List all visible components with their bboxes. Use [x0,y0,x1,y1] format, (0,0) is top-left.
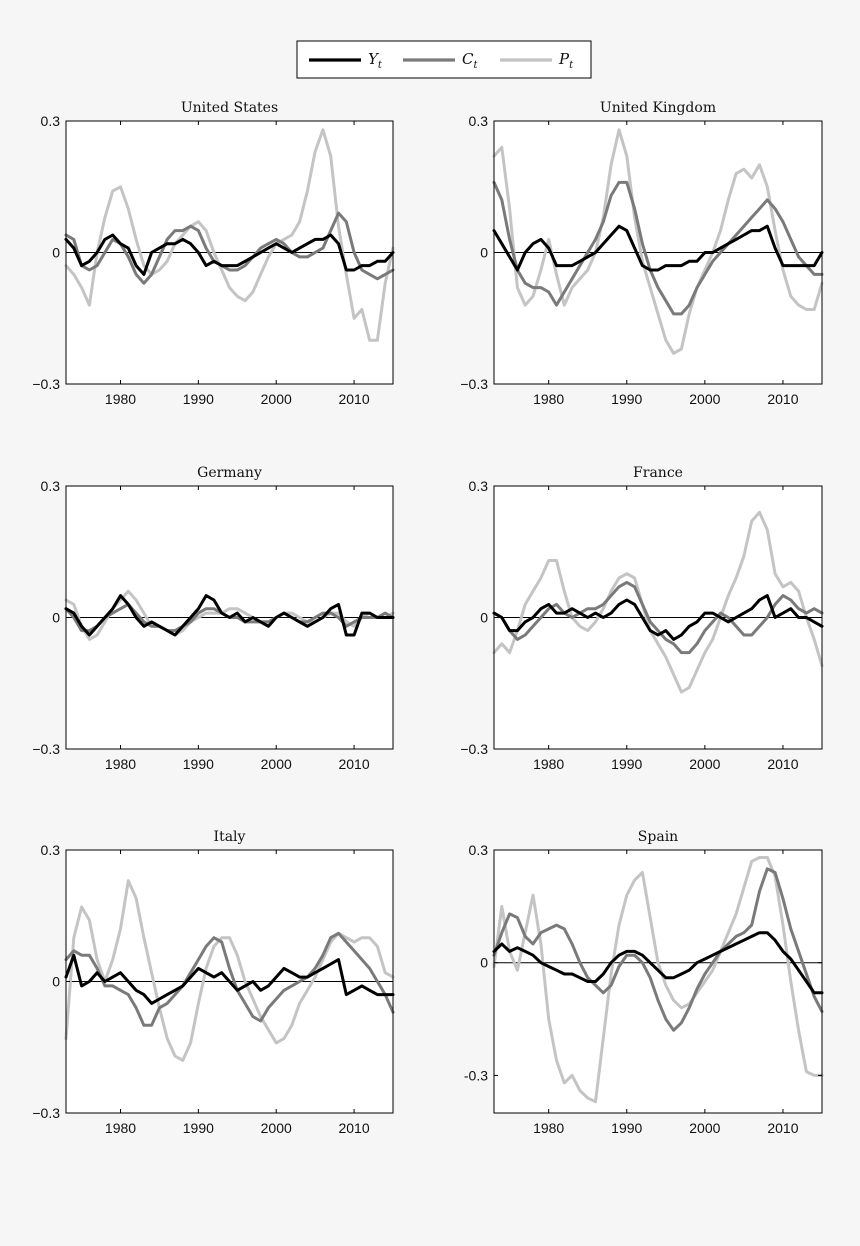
x-tick-label: 2010 [338,756,369,772]
series-y-line [492,931,824,995]
x-tick-label: 2000 [689,391,720,407]
x-tick-label: 2000 [261,1120,292,1136]
y-tick-label: −0.3 [32,741,60,757]
x-tick-label: 1980 [105,1120,136,1136]
x-tick-label: 2000 [261,756,292,772]
y-tick-label: 0.3 [469,113,489,129]
plot-frame [493,849,823,1114]
panel-title: Germany [197,465,262,481]
y-tick-label: −0.3 [460,376,488,392]
series-c-line [492,180,824,316]
series-c-line [64,931,395,1027]
y-tick-label: -0.3 [464,1067,488,1083]
x-tick-label: 2010 [767,391,798,407]
x-tick-label: 1990 [611,1120,642,1136]
panel-title: United States [181,100,278,116]
panel-united-states: United States 0.3 0 −0.3 1980 1990 2000 2010 [32,100,395,407]
x-tick-label: 1990 [183,756,214,772]
series-p-line [492,510,824,694]
y-tick-label: 0.3 [41,113,61,129]
series-p-line [64,589,395,641]
series-c-line [492,580,824,655]
y-tick-label: 0.3 [41,842,61,858]
x-tick-label: 2010 [338,1120,369,1136]
y-tick-label: −0.3 [32,376,60,392]
series-y-line [492,594,824,641]
y-tick-label: 0 [52,610,60,626]
x-tick-label: 1980 [105,391,136,407]
y-tick-label: −0.3 [460,741,488,757]
series-p-line [492,856,824,1104]
y-tick-label: 0 [480,610,488,626]
x-tick-label: 2010 [767,1120,798,1136]
panel-united-kingdom: United Kingdom 0.3 0 −0.3 1980 1990 2000 2010 [460,100,824,407]
x-tick-label: 1990 [611,756,642,772]
y-tick-label: −0.3 [32,1105,60,1121]
y-tick-label: 0.3 [469,478,489,494]
x-tick-label: 2000 [261,391,292,407]
panel-title: United Kingdom [600,100,716,116]
plot-area [494,850,822,1113]
x-tick-label: 1980 [533,756,564,772]
x-tick-label: 1980 [533,1120,564,1136]
legend: Yt Ct Pt [296,40,592,79]
panel-title: Italy [214,829,246,845]
x-tick-label: 1990 [183,391,214,407]
series-y-line [64,233,395,276]
x-tick-label: 2000 [689,756,720,772]
x-tick-label: 2010 [767,756,798,772]
y-tick-label: 0.3 [41,478,61,494]
series-y-line [64,594,395,637]
panel-germany: Germany 0.3 0 −0.3 1980 1990 2000 2010 [32,465,395,772]
y-tick-label: 0 [480,245,488,261]
y-tick-label: 0 [52,974,60,990]
series-y-line [492,224,824,272]
y-tick-label: 0 [52,245,60,261]
series-p-line [64,128,395,342]
series-p-line [492,128,824,355]
series-c-line [492,867,824,1032]
x-tick-label: 2010 [338,391,369,407]
y-tick-label: 0 [480,955,488,971]
panel-title: France [633,465,683,481]
y-tick-label: 0.3 [469,842,489,858]
panel-title: Spain [638,829,678,845]
panel-france: France 0.3 0 −0.3 1980 1990 2000 2010 [460,465,824,772]
x-tick-label: 1980 [533,391,564,407]
series-y-line [64,953,395,1005]
x-tick-label: 1990 [611,391,642,407]
panel-spain: Spain 0.3 0 -0.3 1980 1990 2000 2010 [464,829,824,1136]
x-tick-label: 1990 [183,1120,214,1136]
x-tick-label: 2000 [689,1120,720,1136]
panel-italy: Italy 0.3 0 −0.3 1980 1990 2000 2010 [32,829,395,1136]
x-tick-label: 1980 [105,756,136,772]
